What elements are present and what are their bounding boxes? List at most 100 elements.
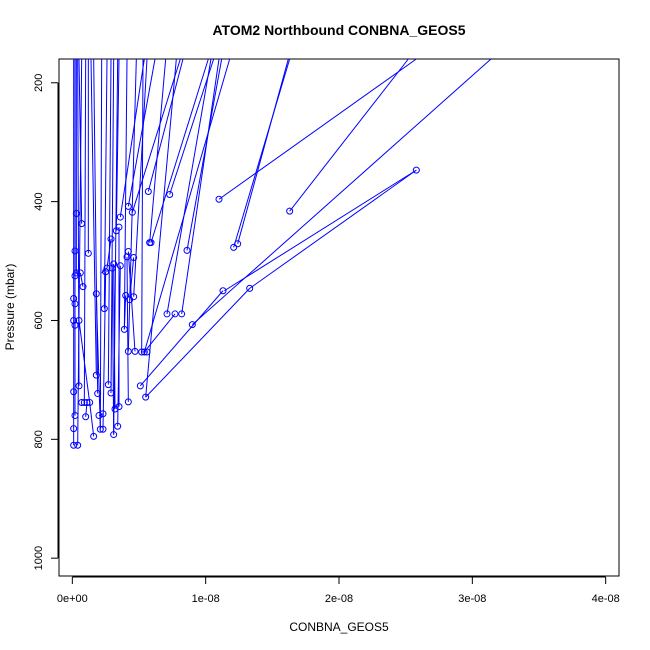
series-line-segment [145, 288, 251, 398]
series-line-segment [133, 58, 148, 297]
series-line-segment [233, 58, 291, 248]
data-point [90, 432, 98, 440]
y-tick-label: 400 [33, 192, 45, 210]
data-point [70, 294, 78, 302]
data-point [114, 422, 122, 430]
data-point [72, 269, 80, 277]
data-point [107, 389, 115, 397]
x-tick-label: 0e+00 [57, 593, 88, 605]
y-axis-label: Pressure (mbar) [3, 264, 17, 351]
data-point [124, 398, 132, 406]
series-line-segment [123, 58, 128, 330]
y-tick-label: 200 [33, 74, 45, 92]
data-point [171, 310, 179, 318]
data-point [219, 287, 227, 295]
data-point [120, 325, 128, 333]
series-line-segment [218, 58, 417, 200]
data-point [95, 412, 103, 420]
data-point [71, 247, 79, 255]
series-line-segment [237, 58, 289, 244]
data-point [70, 441, 78, 449]
data-point [163, 310, 171, 318]
series-line-segment [191, 58, 492, 326]
data-point [74, 441, 82, 449]
series-line-segment [99, 58, 103, 430]
data-point [215, 195, 223, 203]
data-point [99, 425, 107, 433]
series-points [70, 166, 420, 449]
data-point [122, 292, 130, 300]
series-line-segment [90, 58, 97, 376]
series-line-segment [93, 58, 99, 394]
data-point [107, 235, 115, 243]
series-line-segment [166, 58, 212, 315]
series-line-segment [169, 58, 215, 195]
series-line-segment [249, 169, 417, 289]
data-point [188, 321, 196, 329]
data-point [124, 202, 132, 210]
data-point [246, 284, 254, 292]
series-line-segment [123, 295, 127, 330]
data-point [99, 410, 107, 418]
data-point [230, 243, 238, 251]
data-point [84, 249, 92, 257]
data-point [71, 412, 79, 420]
x-tick-label: 1e-08 [192, 593, 220, 605]
x-tick-label: 3e-08 [458, 593, 486, 605]
data-point [111, 405, 119, 413]
series-line-segment [143, 313, 176, 353]
data-point [110, 431, 118, 439]
series-line-segment [147, 58, 184, 192]
series-line-segment [143, 58, 231, 353]
series-lines [73, 58, 492, 446]
data-point [178, 310, 186, 318]
series-line-segment [79, 272, 84, 287]
data-point [138, 348, 146, 356]
data-point [147, 239, 155, 247]
data-point [78, 398, 86, 406]
series-line-segment [113, 264, 116, 410]
data-point [75, 316, 83, 324]
data-point [92, 290, 100, 298]
chart-title: ATOM2 Northbound CONBNA_GEOS5 [212, 22, 465, 38]
data-point [80, 398, 88, 406]
series-line-segment [131, 58, 181, 213]
data-point [79, 283, 87, 291]
data-point [72, 210, 80, 218]
series-line-segment [129, 257, 135, 300]
data-point [115, 403, 123, 411]
series-line-segment [181, 58, 220, 315]
y-axis: 200 400 600 800 1000 [33, 74, 59, 570]
data-point [124, 347, 132, 355]
series-line-segment [83, 58, 87, 403]
series-line-segment [95, 293, 101, 430]
x-tick-label: 2e-08 [325, 593, 353, 605]
data-point [70, 316, 78, 324]
data-point [166, 190, 174, 198]
data-point [142, 393, 150, 401]
data-point [183, 246, 191, 254]
data-point [286, 207, 294, 215]
data-point [86, 398, 94, 406]
data-point [143, 348, 151, 356]
series-line-segment [150, 58, 209, 243]
series-line-segment [149, 58, 167, 243]
data-point [116, 262, 124, 270]
y-tick-label: 1000 [33, 546, 45, 570]
data-point [128, 208, 136, 216]
data-point [110, 260, 118, 268]
x-tick-label: 4e-08 [592, 593, 620, 605]
data-point [140, 348, 148, 356]
data-point [100, 305, 108, 313]
data-point [78, 220, 86, 228]
series-line-segment [89, 402, 95, 437]
data-point [103, 264, 111, 272]
series-line-segment [110, 58, 115, 393]
data-point [82, 413, 90, 421]
data-point [412, 166, 420, 174]
data-point [130, 253, 138, 261]
data-point [234, 240, 242, 248]
series-line-segment [186, 58, 223, 251]
series-line-segment [107, 58, 112, 385]
